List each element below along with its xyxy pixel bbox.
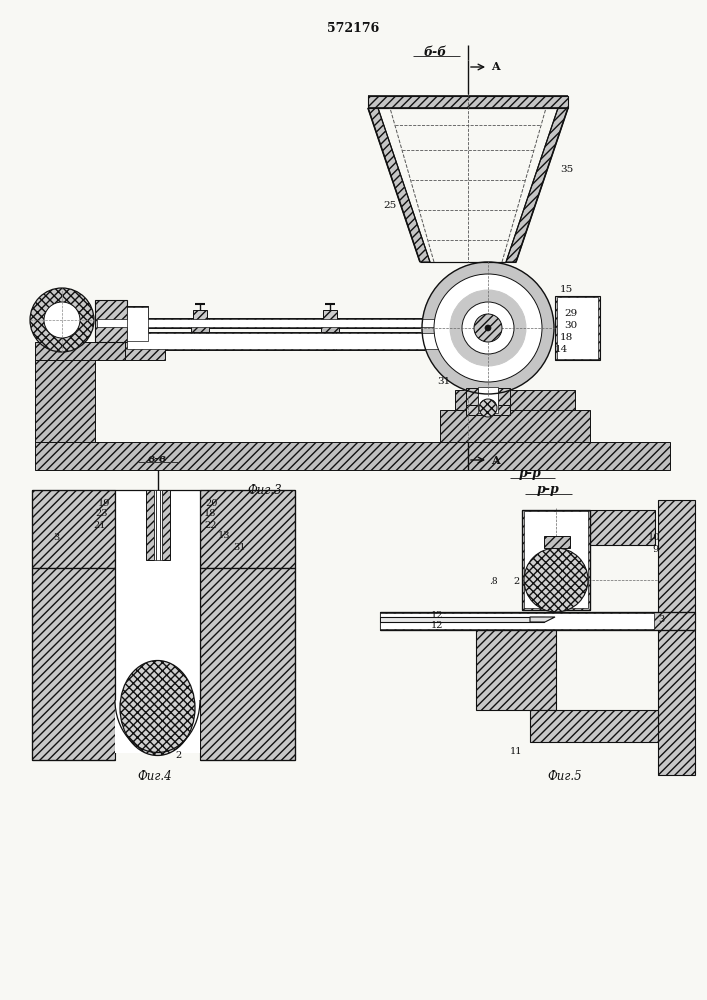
Text: 29: 29 [564, 310, 577, 318]
Text: 572176: 572176 [327, 21, 379, 34]
Polygon shape [478, 305, 500, 350]
Polygon shape [127, 307, 148, 341]
Polygon shape [466, 405, 510, 415]
Text: б-б: б-б [423, 45, 447, 58]
Text: 3: 3 [54, 534, 60, 542]
Polygon shape [161, 490, 170, 560]
Circle shape [434, 274, 542, 382]
Polygon shape [32, 568, 115, 760]
Text: 11: 11 [510, 748, 522, 756]
Polygon shape [440, 410, 590, 442]
Circle shape [479, 399, 497, 417]
Polygon shape [32, 490, 115, 568]
Polygon shape [200, 568, 295, 760]
Polygon shape [97, 319, 443, 327]
Polygon shape [522, 510, 590, 610]
Text: в-в: в-в [148, 452, 167, 464]
Polygon shape [455, 390, 575, 410]
Polygon shape [476, 630, 556, 710]
Polygon shape [127, 333, 476, 349]
Polygon shape [380, 612, 695, 630]
Polygon shape [194, 328, 206, 350]
Polygon shape [115, 490, 200, 700]
Text: 31: 31 [437, 377, 450, 386]
Text: Фиг.4: Фиг.4 [138, 770, 173, 784]
Text: 2: 2 [513, 578, 519, 586]
Polygon shape [323, 310, 337, 320]
Text: Фиг.5: Фиг.5 [548, 770, 583, 784]
Ellipse shape [120, 660, 195, 756]
Polygon shape [146, 490, 153, 560]
Text: 15: 15 [560, 286, 573, 294]
Polygon shape [153, 490, 161, 560]
Polygon shape [530, 617, 555, 622]
Text: 3: 3 [658, 615, 665, 624]
Circle shape [44, 302, 80, 338]
Text: 10: 10 [648, 534, 660, 542]
Polygon shape [324, 328, 336, 350]
Text: A: A [491, 454, 499, 466]
Polygon shape [368, 96, 568, 108]
Polygon shape [368, 108, 430, 262]
Polygon shape [658, 500, 695, 775]
Polygon shape [200, 490, 295, 568]
Polygon shape [506, 108, 568, 262]
Text: р-р: р-р [537, 484, 559, 496]
Text: 25: 25 [384, 200, 397, 210]
Text: 31: 31 [233, 542, 245, 552]
Polygon shape [95, 318, 445, 328]
Polygon shape [478, 387, 498, 413]
Text: Фиг.3: Фиг.3 [247, 484, 282, 496]
Polygon shape [544, 536, 570, 548]
Polygon shape [191, 318, 209, 332]
Polygon shape [115, 700, 200, 752]
Polygon shape [498, 388, 510, 405]
Text: 2: 2 [175, 750, 181, 760]
Text: 21: 21 [93, 520, 106, 530]
Polygon shape [524, 511, 588, 608]
Polygon shape [125, 332, 478, 350]
Circle shape [485, 325, 491, 331]
Text: 20: 20 [205, 498, 217, 508]
Circle shape [30, 288, 94, 352]
Polygon shape [95, 306, 148, 342]
Text: A: A [491, 62, 499, 73]
Text: р-р: р-р [519, 468, 542, 481]
Text: 35: 35 [560, 165, 573, 174]
Polygon shape [557, 297, 598, 359]
Text: 13: 13 [218, 532, 230, 540]
Text: 9: 9 [652, 546, 658, 554]
Circle shape [474, 314, 502, 342]
Polygon shape [530, 710, 658, 742]
Polygon shape [380, 617, 544, 622]
Polygon shape [321, 318, 339, 332]
Polygon shape [193, 310, 207, 320]
Text: 19: 19 [98, 498, 110, 508]
Polygon shape [35, 342, 125, 360]
Text: 18: 18 [204, 510, 216, 518]
Polygon shape [35, 442, 670, 470]
Text: 30: 30 [564, 320, 577, 330]
Circle shape [524, 548, 588, 612]
Polygon shape [590, 510, 655, 545]
Text: 22: 22 [204, 520, 216, 530]
Polygon shape [95, 300, 127, 342]
Text: 14: 14 [555, 346, 568, 355]
Polygon shape [555, 296, 600, 360]
Circle shape [462, 302, 514, 354]
Polygon shape [466, 388, 478, 405]
Polygon shape [380, 613, 654, 629]
Polygon shape [35, 360, 95, 442]
Polygon shape [125, 342, 165, 360]
Text: 12: 12 [431, 610, 443, 619]
Text: 23: 23 [95, 510, 108, 518]
Text: 12: 12 [431, 621, 443, 631]
Text: .8: .8 [489, 578, 498, 586]
Text: 18: 18 [560, 332, 573, 342]
